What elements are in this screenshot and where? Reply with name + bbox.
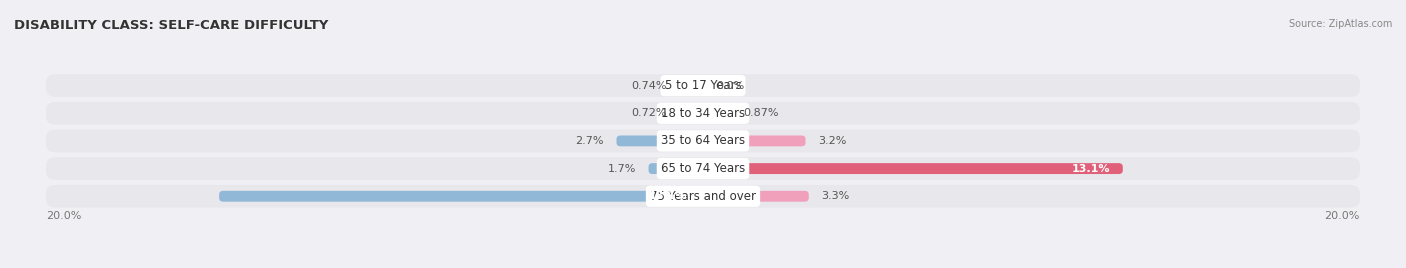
Text: DISABILITY CLASS: SELF-CARE DIFFICULTY: DISABILITY CLASS: SELF-CARE DIFFICULTY — [14, 19, 329, 32]
FancyBboxPatch shape — [219, 191, 703, 202]
Text: 0.0%: 0.0% — [716, 81, 744, 91]
Text: 20.0%: 20.0% — [46, 211, 82, 221]
FancyBboxPatch shape — [703, 163, 1123, 174]
FancyBboxPatch shape — [679, 80, 703, 91]
FancyBboxPatch shape — [46, 157, 1360, 180]
Text: 3.2%: 3.2% — [818, 136, 846, 146]
Text: 15.1%: 15.1% — [648, 191, 688, 201]
FancyBboxPatch shape — [703, 191, 808, 202]
FancyBboxPatch shape — [703, 108, 731, 119]
FancyBboxPatch shape — [46, 129, 1360, 152]
Text: 35 to 64 Years: 35 to 64 Years — [661, 135, 745, 147]
Text: 65 to 74 Years: 65 to 74 Years — [661, 162, 745, 175]
Text: Source: ZipAtlas.com: Source: ZipAtlas.com — [1288, 19, 1392, 29]
FancyBboxPatch shape — [46, 74, 1360, 97]
Text: 20.0%: 20.0% — [1324, 211, 1360, 221]
FancyBboxPatch shape — [616, 135, 703, 146]
FancyBboxPatch shape — [703, 135, 806, 146]
Text: 0.74%: 0.74% — [631, 81, 666, 91]
Text: 3.3%: 3.3% — [821, 191, 849, 201]
Text: 0.87%: 0.87% — [744, 108, 779, 118]
FancyBboxPatch shape — [46, 102, 1360, 125]
Text: 13.1%: 13.1% — [1071, 163, 1109, 174]
Text: 75 Years and over: 75 Years and over — [650, 190, 756, 203]
FancyBboxPatch shape — [648, 163, 703, 174]
FancyBboxPatch shape — [46, 185, 1360, 208]
Text: 18 to 34 Years: 18 to 34 Years — [661, 107, 745, 120]
Text: 5 to 17 Years: 5 to 17 Years — [665, 79, 741, 92]
FancyBboxPatch shape — [681, 108, 703, 119]
Text: 1.7%: 1.7% — [607, 163, 636, 174]
Text: 2.7%: 2.7% — [575, 136, 603, 146]
Text: 0.72%: 0.72% — [631, 108, 666, 118]
